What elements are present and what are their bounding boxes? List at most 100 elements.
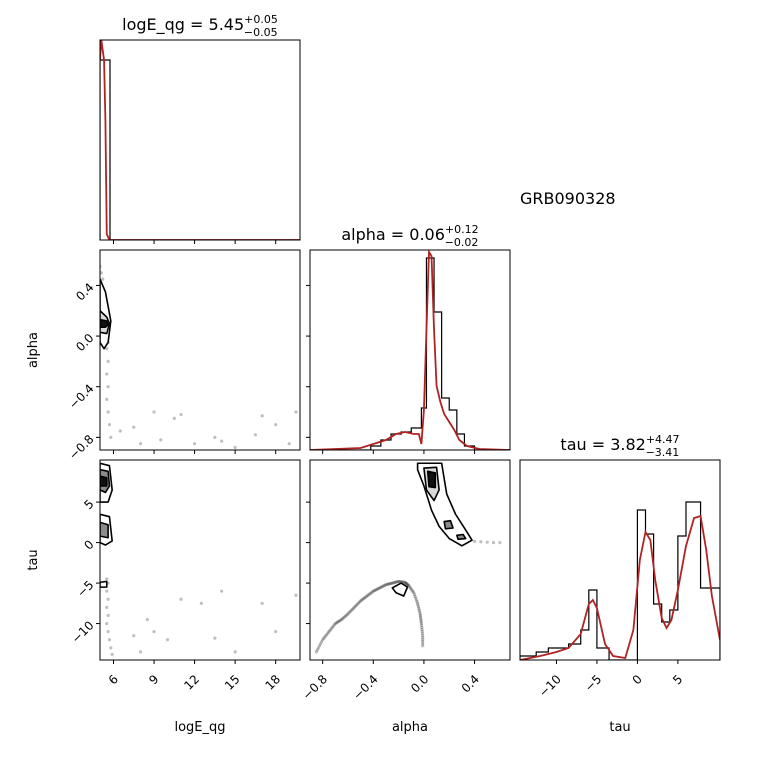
sample-point: [472, 539, 477, 543]
sample-point: [356, 601, 361, 605]
sample-point: [350, 607, 354, 612]
sample-point: [107, 423, 112, 427]
x-tick-label: 12: [181, 672, 202, 693]
sample-point: [387, 582, 391, 586]
sample-point: [351, 606, 355, 611]
x-tick-label: 18: [262, 672, 283, 693]
sample-point: [106, 359, 110, 363]
sample-point: [366, 593, 370, 597]
sample-point: [393, 580, 398, 584]
density-contour: [443, 519, 454, 530]
sample-point: [392, 580, 396, 585]
sample-point: [318, 642, 323, 646]
sample-point: [325, 632, 329, 636]
sample-point: [381, 584, 385, 588]
sample-point: [412, 592, 417, 597]
density-contour: [456, 533, 467, 541]
sample-point: [354, 603, 359, 607]
x-tick-label: 0.4: [459, 672, 482, 695]
sample-point: [105, 589, 109, 593]
sample-point: [341, 616, 345, 621]
sample-point: [418, 613, 422, 618]
title-main: alpha = 0.06: [341, 225, 445, 244]
sample-point: [421, 644, 425, 648]
sample-point: [118, 429, 122, 433]
sample-point: [105, 577, 109, 581]
sample-point: [408, 586, 413, 590]
density-contour: [100, 580, 108, 588]
x-axis-label-logE_qg: logE_qg: [174, 720, 225, 735]
sample-point: [375, 587, 380, 591]
sample-point: [357, 600, 362, 604]
sample-point: [105, 347, 109, 351]
sample-point: [421, 638, 425, 642]
sample-point: [100, 271, 103, 275]
sample-point: [199, 601, 203, 605]
sample-point: [192, 442, 197, 446]
sample-point: [152, 410, 156, 414]
title-alpha: alpha = 0.06+0.12 −0.02: [341, 223, 478, 249]
title-main: tau = 3.82: [560, 435, 645, 454]
sample-point: [352, 605, 356, 609]
sample-point: [420, 632, 425, 636]
sample-point: [409, 587, 413, 591]
sample-point: [165, 638, 170, 642]
y-tick-label: 0.4: [73, 280, 96, 303]
sample-point: [106, 597, 110, 601]
panel-frame: [519, 459, 721, 661]
sample-point: [322, 636, 326, 641]
title-err-plus: +0.12: [445, 223, 479, 236]
panel-frame: [99, 459, 301, 661]
sample-point: [367, 592, 371, 597]
sample-point: [360, 598, 364, 602]
sample-point: [326, 631, 330, 635]
sample-point: [321, 638, 325, 642]
sample-point: [287, 442, 291, 446]
sample-point: [233, 445, 237, 450]
sample-point: [106, 630, 110, 634]
density-contour: [100, 521, 109, 539]
sample-point: [421, 642, 425, 646]
sample-point: [105, 605, 109, 609]
density-contour: [100, 475, 108, 487]
sample-point: [359, 599, 363, 603]
x-tick-label: 9: [146, 672, 161, 687]
sample-point: [335, 620, 340, 624]
histogram-steps: [100, 59, 300, 240]
y-axis-label-tau: tau: [26, 549, 41, 570]
title-err-minus: −0.05: [244, 26, 278, 39]
sample-point: [105, 372, 109, 376]
sample-point: [404, 581, 408, 585]
sample-point: [369, 591, 373, 595]
sample-point: [344, 614, 348, 618]
sample-point: [328, 628, 332, 632]
sample-point: [391, 581, 395, 585]
sample-point: [159, 438, 163, 442]
sample-point: [320, 640, 324, 644]
sample-point: [421, 634, 425, 638]
sample-point: [132, 634, 136, 638]
sample-point: [371, 589, 375, 593]
sample-point: [415, 599, 419, 604]
sample-point: [343, 615, 347, 619]
sample-point: [348, 610, 352, 614]
sample-point: [397, 579, 401, 584]
sample-point: [398, 579, 402, 584]
sample-point: [410, 588, 414, 592]
sample-point: [329, 627, 333, 631]
sample-point: [421, 636, 425, 640]
sample-point: [106, 385, 110, 389]
sample-point: [418, 612, 422, 616]
title-logE_qg: logE_qg = 5.45+0.05 −0.05: [122, 13, 278, 39]
x-tick-label: 15: [222, 672, 243, 693]
sample-point: [394, 580, 399, 584]
sample-point: [315, 648, 319, 652]
sample-point: [368, 592, 372, 596]
sample-point: [402, 580, 406, 584]
sample-point: [179, 597, 183, 601]
sample-point: [106, 613, 110, 618]
sample-point: [383, 583, 387, 587]
panel-frame: [309, 459, 511, 661]
sample-point: [498, 540, 502, 545]
